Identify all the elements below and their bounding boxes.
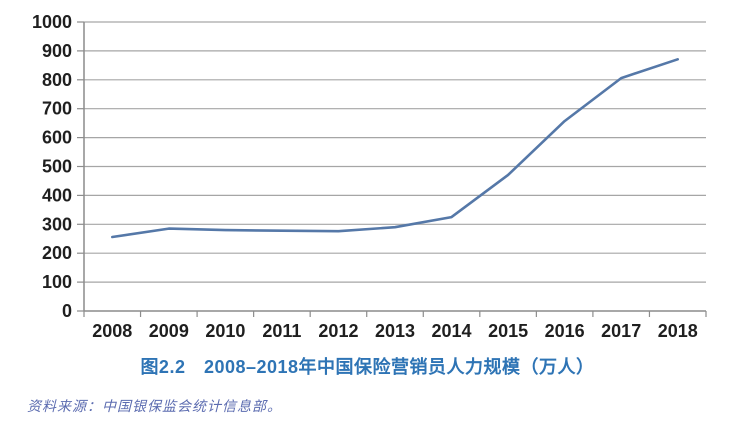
y-tick-label: 600	[42, 128, 72, 148]
y-tick-label: 900	[42, 41, 72, 61]
chart-canvas: 0 100 200 300 400 500 600 700 800 900 1000 2008 2009…	[32, 12, 707, 341]
y-tick-label: 800	[42, 70, 72, 90]
y-tick-label: 0	[62, 301, 72, 321]
data-source-note: 资料来源：中国银保监会统计信息部。	[27, 399, 282, 415]
x-tick-label: 2008	[92, 321, 132, 341]
x-tick-label: 2017	[601, 321, 641, 341]
y-tick-label: 700	[42, 99, 72, 119]
y-tick-label: 200	[42, 243, 72, 263]
y-tick-label: 1000	[32, 12, 72, 32]
x-tick-label: 2009	[149, 321, 189, 341]
data-line-series	[111, 57, 680, 239]
insurance-agents-line-chart: 0 100 200 300 400 500 600 700 800 900 1000 2008 2009…	[32, 12, 707, 341]
y-tick-label: 400	[42, 185, 72, 205]
figure-caption: 图2.2 2008–2018年中国保险营销员人力规模（万人）	[140, 357, 595, 377]
y-tick-label: 100	[42, 272, 72, 292]
x-tick-label: 2011	[262, 321, 301, 341]
x-tick-label: 2010	[205, 321, 245, 341]
x-tick-label: 2012	[318, 321, 358, 341]
x-tick-label: 2013	[375, 321, 415, 341]
x-tick-label: 2018	[658, 321, 698, 341]
y-tick-label: 300	[42, 214, 72, 234]
x-tick-label: 2015	[488, 321, 528, 341]
y-tick-label: 500	[42, 157, 72, 177]
x-tick-label: 2014	[432, 321, 472, 341]
x-tick-label: 2016	[545, 321, 585, 341]
